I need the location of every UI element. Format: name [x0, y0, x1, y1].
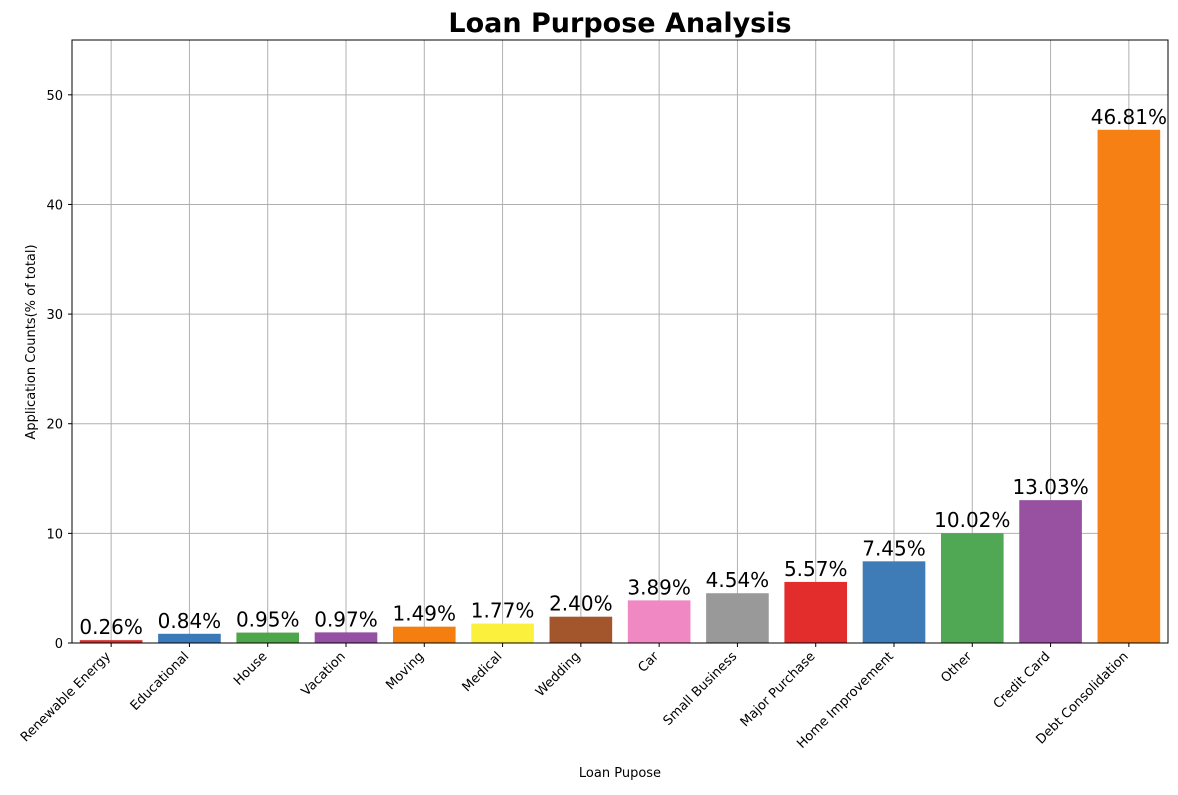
x-tick-label: Educational	[128, 649, 193, 714]
x-axis-label: Loan Pupose	[579, 766, 661, 781]
bar	[940, 533, 1004, 643]
data-label: 3.89%	[627, 575, 691, 599]
data-label: 46.81%	[1091, 105, 1167, 129]
x-tick-label: Renewable Energy	[18, 649, 114, 745]
x-tick-label: Major Purchase	[738, 649, 819, 730]
data-label: 1.77%	[471, 599, 535, 623]
bar	[706, 593, 769, 643]
y-tick-label: 20	[46, 418, 63, 433]
data-label: 4.54%	[706, 568, 770, 592]
grid-lines	[72, 40, 1168, 644]
x-tick-label: Vacation	[299, 649, 349, 699]
data-label: 1.49%	[393, 602, 457, 626]
x-tick-label: Moving	[383, 649, 427, 693]
x-axis-ticks: Renewable Energy Educational House Vacation…	[18, 643, 1132, 752]
data-label: 10.02%	[934, 508, 1010, 532]
bar	[314, 632, 378, 643]
y-tick-label: 40	[46, 198, 63, 213]
bar	[549, 616, 613, 643]
x-tick-label: Other	[938, 649, 975, 686]
bar	[79, 640, 143, 643]
data-label: 0.26%	[79, 615, 143, 639]
bar	[784, 581, 848, 643]
x-tick-label: Wedding	[533, 649, 584, 700]
bars	[79, 129, 1161, 643]
plot-frame	[71, 39, 1169, 644]
bar	[862, 561, 926, 643]
data-label: 7.45%	[862, 536, 926, 560]
bar	[236, 632, 300, 643]
data-label: 0.84%	[158, 609, 222, 633]
y-tick-label: 30	[46, 308, 63, 323]
y-axis-ticks: 0 10 20 30 40 50	[46, 89, 72, 652]
bar	[627, 600, 691, 643]
bar	[158, 633, 221, 643]
data-label: 2.40%	[549, 592, 613, 616]
data-label: 0.95%	[236, 608, 300, 632]
bar	[1019, 500, 1082, 643]
x-tick-label: Small Business	[661, 649, 741, 729]
bar	[471, 623, 534, 643]
y-tick-label: 10	[46, 527, 63, 542]
data-label: 5.57%	[784, 557, 848, 581]
data-label: 13.03%	[1012, 475, 1088, 499]
x-tick-label: Car	[636, 649, 663, 676]
data-label: 0.97%	[314, 607, 378, 631]
x-tick-label: House	[231, 649, 270, 688]
x-tick-label: Credit Card	[991, 649, 1054, 712]
y-tick-label: 0	[55, 637, 63, 652]
chart-title: Loan Purpose Analysis	[448, 8, 791, 39]
y-tick-label: 50	[46, 89, 63, 104]
bar	[1097, 129, 1161, 643]
data-labels: 0.26% 0.84% 0.95% 0.97% 1.49% 1.77% 2.40% 3.89%…	[79, 105, 1167, 639]
y-axis-label: Application Counts(% of total)	[24, 244, 39, 439]
bar	[392, 626, 456, 643]
x-tick-label: Medical	[460, 649, 506, 695]
